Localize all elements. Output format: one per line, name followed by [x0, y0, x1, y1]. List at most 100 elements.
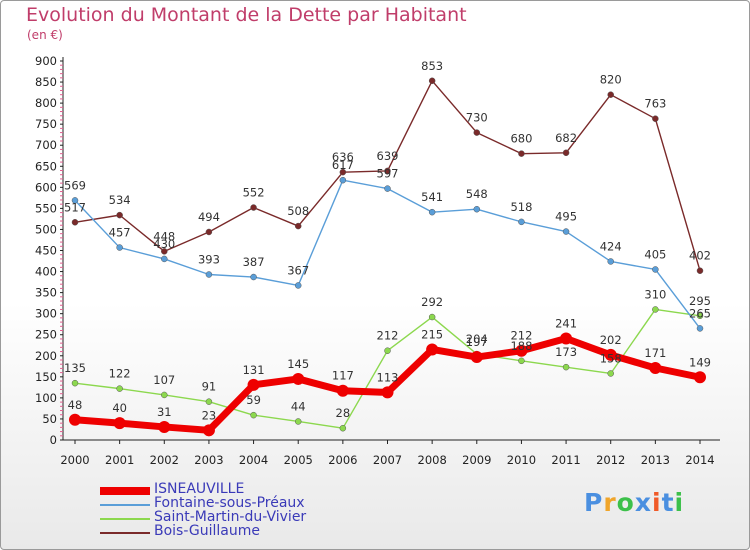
data-label: 508: [287, 204, 309, 218]
x-tick-label: 2008: [418, 453, 447, 467]
data-point: [116, 244, 123, 251]
data-label: 639: [377, 149, 399, 163]
y-tick-label: 700: [35, 138, 57, 152]
data-label: 424: [600, 239, 622, 253]
legend-label: Saint-Martin-du-Vivier: [154, 509, 307, 525]
data-label: 495: [555, 210, 577, 224]
y-tick-label: 300: [35, 307, 57, 321]
data-point: [339, 424, 347, 432]
data-label: 457: [109, 226, 131, 240]
logo-letter: x: [634, 488, 652, 517]
data-point: [652, 115, 659, 122]
data-point: [384, 347, 391, 354]
data-label: 265: [689, 306, 711, 320]
data-point: [161, 391, 168, 399]
series-line-1: [74, 179, 701, 329]
data-point: [428, 77, 436, 85]
y-tick-label: 600: [35, 180, 57, 194]
data-label: 402: [689, 249, 711, 263]
data-label: 387: [243, 255, 265, 269]
data-label: 430: [153, 237, 175, 251]
chart-title: Evolution du Montant de la Dette par Hab…: [26, 4, 467, 26]
data-label: 107: [153, 373, 175, 387]
legend-label: Bois-Guillaume: [154, 523, 261, 539]
data-point: [250, 204, 257, 211]
y-tick-label: 0: [50, 433, 57, 447]
data-point: [470, 351, 483, 364]
data-label: 295: [689, 294, 711, 308]
data-label: 44: [291, 399, 306, 413]
y-tick-label: 750: [35, 117, 57, 131]
data-label: 135: [64, 361, 86, 375]
data-point: [652, 266, 659, 273]
data-label: 131: [243, 363, 265, 377]
y-tick-label: 650: [35, 159, 57, 173]
x-tick-label: 2010: [507, 453, 536, 467]
legend-label: ISNEAUVILLE: [154, 481, 245, 497]
data-point: [158, 420, 171, 433]
data-point: [694, 371, 706, 384]
data-label: 292: [421, 295, 443, 309]
legend-swatch: [100, 518, 150, 520]
y-tick-label: 350: [35, 286, 57, 300]
x-tick-label: 2011: [551, 453, 580, 467]
data-point: [560, 332, 573, 345]
data-label: 853: [421, 59, 443, 73]
y-tick-label: 200: [35, 349, 57, 363]
data-label: 820: [600, 73, 622, 87]
data-point: [426, 343, 439, 356]
x-tick-label: 2014: [685, 453, 714, 467]
data-point: [428, 208, 436, 216]
data-label: 23: [202, 408, 217, 422]
legend-swatch: [100, 532, 150, 534]
data-point: [247, 378, 260, 391]
y-tick-label: 100: [35, 391, 57, 405]
data-point: [116, 385, 123, 392]
x-tick-label: 2007: [373, 453, 402, 467]
data-label: 212: [377, 329, 399, 343]
data-label: 494: [198, 210, 220, 224]
legend-item: Saint-Martin-du-Vivier: [100, 509, 420, 526]
legend-swatch: [100, 487, 150, 495]
data-point: [381, 386, 394, 399]
logo-letter: P: [584, 488, 604, 517]
data-label: 171: [644, 346, 666, 360]
data-point: [607, 91, 614, 98]
data-point: [562, 228, 570, 235]
data-label: 91: [202, 380, 217, 394]
x-tick-label: 2002: [150, 453, 179, 467]
series-lines: [69, 77, 706, 437]
data-label: 122: [109, 367, 131, 381]
data-point: [294, 282, 302, 289]
data-point: [205, 398, 213, 405]
data-point: [696, 267, 704, 274]
y-tick-label: 850: [35, 75, 57, 89]
data-point: [652, 306, 659, 313]
data-label: 534: [109, 193, 131, 207]
data-label: 517: [64, 200, 86, 214]
data-point: [250, 411, 257, 419]
proxiti-logo: Proxiti: [584, 488, 684, 517]
data-point: [339, 176, 347, 184]
data-point: [384, 185, 391, 192]
data-point: [161, 248, 168, 255]
data-label: 202: [600, 333, 622, 347]
data-label: 48: [68, 398, 83, 412]
legend-item: ISNEAUVILLE: [100, 481, 420, 498]
data-label: 204: [466, 332, 488, 346]
data-point: [294, 418, 302, 425]
data-label: 541: [421, 190, 443, 204]
data-point: [205, 228, 213, 236]
data-point: [292, 372, 305, 385]
y-tick-label: 550: [35, 201, 57, 215]
data-point: [562, 363, 570, 371]
data-label: 569: [64, 178, 86, 192]
y-tick-label: 500: [35, 222, 57, 236]
data-label: 636: [332, 150, 354, 164]
data-point: [428, 313, 436, 321]
legend-item: Bois-Guillaume: [100, 523, 420, 540]
data-label: 310: [644, 287, 666, 301]
x-tick-label: 2013: [641, 453, 670, 467]
data-point: [71, 379, 79, 387]
